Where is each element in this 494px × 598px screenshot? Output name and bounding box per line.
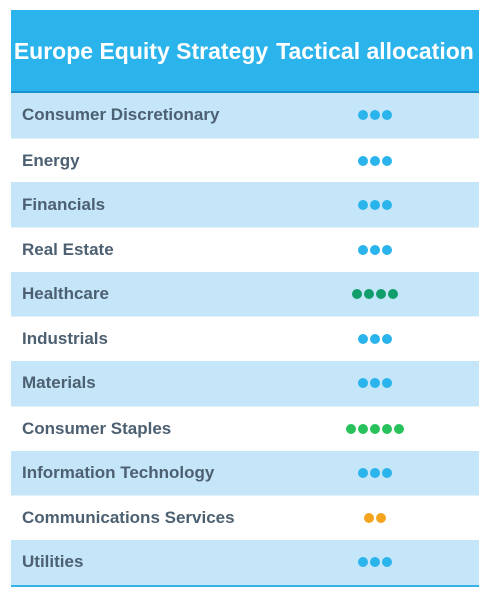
allocation-dot-icon: [358, 557, 368, 568]
three-blue-dots-icon: [358, 557, 392, 568]
allocation-dot-icon: [382, 155, 392, 166]
allocation-dot-icon: [364, 513, 374, 524]
allocation-dot-icon: [358, 199, 368, 210]
sector-label: Energy: [22, 150, 80, 170]
allocation-dot-icon: [370, 423, 380, 434]
sector-label: Consumer Staples: [22, 418, 172, 438]
three-blue-dots-icon: [358, 378, 392, 389]
allocation-dot-icon: [382, 110, 392, 121]
allocation-dot-icon: [352, 289, 362, 300]
table-row: Real Estate: [11, 227, 479, 272]
allocation-cell: [271, 557, 479, 568]
table-row: Consumer Discretionary: [11, 93, 479, 138]
allocation-dot-icon: [370, 334, 380, 345]
five-green-dots-icon: [346, 423, 404, 434]
allocation-dot-icon: [346, 423, 356, 434]
table-row: Healthcare: [11, 271, 479, 317]
allocation-dot-icon: [388, 289, 398, 300]
sector-label: Information Technology: [22, 462, 215, 482]
header-sector-title: Europe Equity Strategy: [13, 37, 269, 64]
table-row: Industrials: [11, 316, 479, 361]
table-row: Energy: [11, 137, 479, 183]
table-row: Materials: [11, 361, 479, 406]
allocation-dot-icon: [382, 557, 392, 568]
allocation-cell: [271, 423, 479, 434]
sector-label: Communications Services: [22, 508, 235, 528]
allocation-cell: [271, 378, 479, 389]
table-row: Consumer Staples: [11, 405, 479, 451]
allocation-dot-icon: [382, 378, 392, 389]
allocation-dot-icon: [370, 155, 380, 166]
sector-label: Real Estate: [22, 239, 114, 259]
three-blue-dots-icon: [358, 155, 392, 166]
allocation-dot-icon: [370, 378, 380, 389]
allocation-dot-icon: [382, 199, 392, 210]
allocation-dot-icon: [358, 110, 368, 121]
three-blue-dots-icon: [358, 199, 392, 210]
three-blue-dots-icon: [358, 334, 392, 345]
allocation-dot-icon: [370, 199, 380, 210]
allocation-dot-icon: [376, 289, 386, 300]
allocation-dot-icon: [358, 423, 368, 434]
four-dark-green-dots-icon: [352, 289, 398, 300]
allocation-dot-icon: [370, 557, 380, 568]
allocation-dot-icon: [370, 110, 380, 121]
allocation-dot-icon: [376, 513, 386, 524]
sector-label: Financials: [22, 194, 106, 214]
table-row: Information Technology: [11, 450, 479, 496]
three-blue-dots-icon: [358, 467, 392, 478]
allocation-dot-icon: [358, 467, 368, 478]
three-blue-dots-icon: [358, 244, 392, 255]
allocation-dot-icon: [358, 244, 368, 255]
sector-label: Industrials: [22, 329, 108, 349]
allocation-dot-icon: [358, 334, 368, 345]
allocation-cell: [271, 244, 479, 255]
sector-label: Materials: [22, 373, 96, 393]
sector-label: Healthcare: [22, 284, 109, 304]
allocation-dot-icon: [358, 378, 368, 389]
allocation-dot-icon: [382, 244, 392, 255]
sector-label: Utilities: [22, 552, 84, 572]
table-body: Consumer Discretionary Energy Financials Re…: [11, 93, 479, 585]
allocation-cell: [271, 513, 479, 524]
allocation-dot-icon: [382, 423, 392, 434]
allocation-cell: [271, 155, 479, 166]
two-orange-dots-icon: [364, 513, 386, 524]
allocation-cell: [271, 334, 479, 345]
table-header: Europe Equity Strategy Tactical allocati…: [11, 10, 479, 93]
allocation-dot-icon: [394, 423, 404, 434]
table-row: Communications Services: [11, 495, 479, 540]
allocation-dot-icon: [364, 289, 374, 300]
table-row: Utilities: [11, 539, 479, 585]
allocation-cell: [271, 289, 479, 300]
header-allocation-title: Tactical allocation: [276, 37, 474, 64]
three-blue-dots-icon: [358, 110, 392, 121]
allocation-dot-icon: [382, 334, 392, 345]
allocation-dot-icon: [370, 244, 380, 255]
sector-label: Consumer Discretionary: [22, 105, 220, 125]
allocation-cell: [271, 110, 479, 121]
allocation-cell: [271, 467, 479, 478]
allocation-dot-icon: [358, 155, 368, 166]
allocation-cell: [271, 199, 479, 210]
allocation-dot-icon: [370, 467, 380, 478]
allocation-dot-icon: [382, 467, 392, 478]
allocation-table: Europe Equity Strategy Tactical allocati…: [11, 10, 479, 587]
table-row: Financials: [11, 182, 479, 228]
